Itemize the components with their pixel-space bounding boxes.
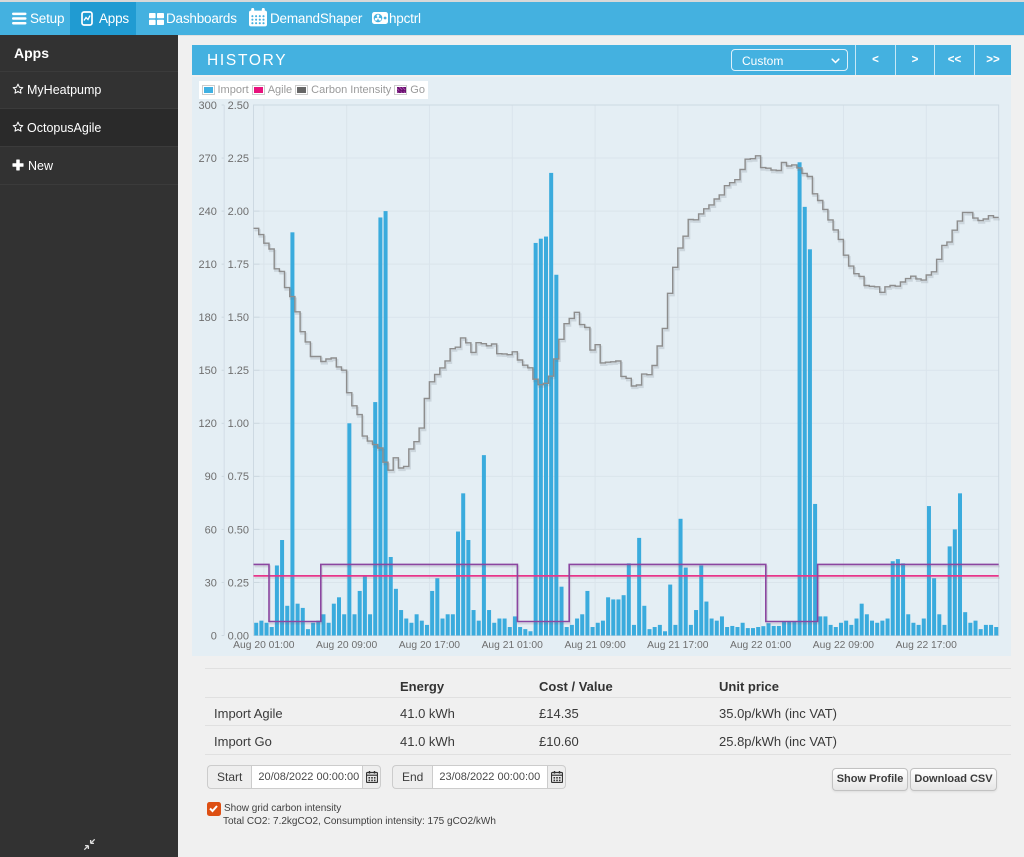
svg-text:300: 300: [199, 100, 217, 112]
svg-text:0: 0: [211, 630, 217, 642]
svg-text:270: 270: [199, 153, 217, 165]
svg-text:180: 180: [199, 312, 217, 324]
svg-text:90: 90: [205, 471, 217, 483]
svg-text:Aug 21 01:00: Aug 21 01:00: [482, 640, 544, 651]
svg-text:Aug 20 01:00: Aug 20 01:00: [233, 640, 295, 651]
svg-text:0.00: 0.00: [228, 630, 249, 642]
svg-text:0.25: 0.25: [228, 577, 249, 589]
svg-text:30: 30: [205, 577, 217, 589]
svg-text:Aug 20 09:00: Aug 20 09:00: [316, 640, 378, 651]
svg-text:2.25: 2.25: [228, 153, 249, 165]
svg-text:Aug 22 09:00: Aug 22 09:00: [813, 640, 875, 651]
svg-text:1.00: 1.00: [228, 418, 249, 430]
svg-text:60: 60: [205, 524, 217, 536]
svg-text:0.50: 0.50: [228, 524, 249, 536]
svg-text:210: 210: [199, 259, 217, 271]
svg-text:1.50: 1.50: [228, 312, 249, 324]
svg-text:Aug 20 17:00: Aug 20 17:00: [399, 640, 461, 651]
svg-text:Aug 21 17:00: Aug 21 17:00: [647, 640, 709, 651]
svg-text:2.50: 2.50: [228, 100, 249, 112]
svg-text:1.25: 1.25: [228, 365, 249, 377]
svg-text:240: 240: [199, 206, 217, 218]
svg-text:150: 150: [199, 365, 217, 377]
svg-text:2.00: 2.00: [228, 206, 249, 218]
svg-text:0.75: 0.75: [228, 471, 249, 483]
svg-text:Aug 21 09:00: Aug 21 09:00: [564, 640, 626, 651]
svg-text:120: 120: [199, 418, 217, 430]
svg-text:Aug 22 17:00: Aug 22 17:00: [896, 640, 958, 651]
svg-text:1.75: 1.75: [228, 259, 249, 271]
svg-text:Aug 22 01:00: Aug 22 01:00: [730, 640, 792, 651]
